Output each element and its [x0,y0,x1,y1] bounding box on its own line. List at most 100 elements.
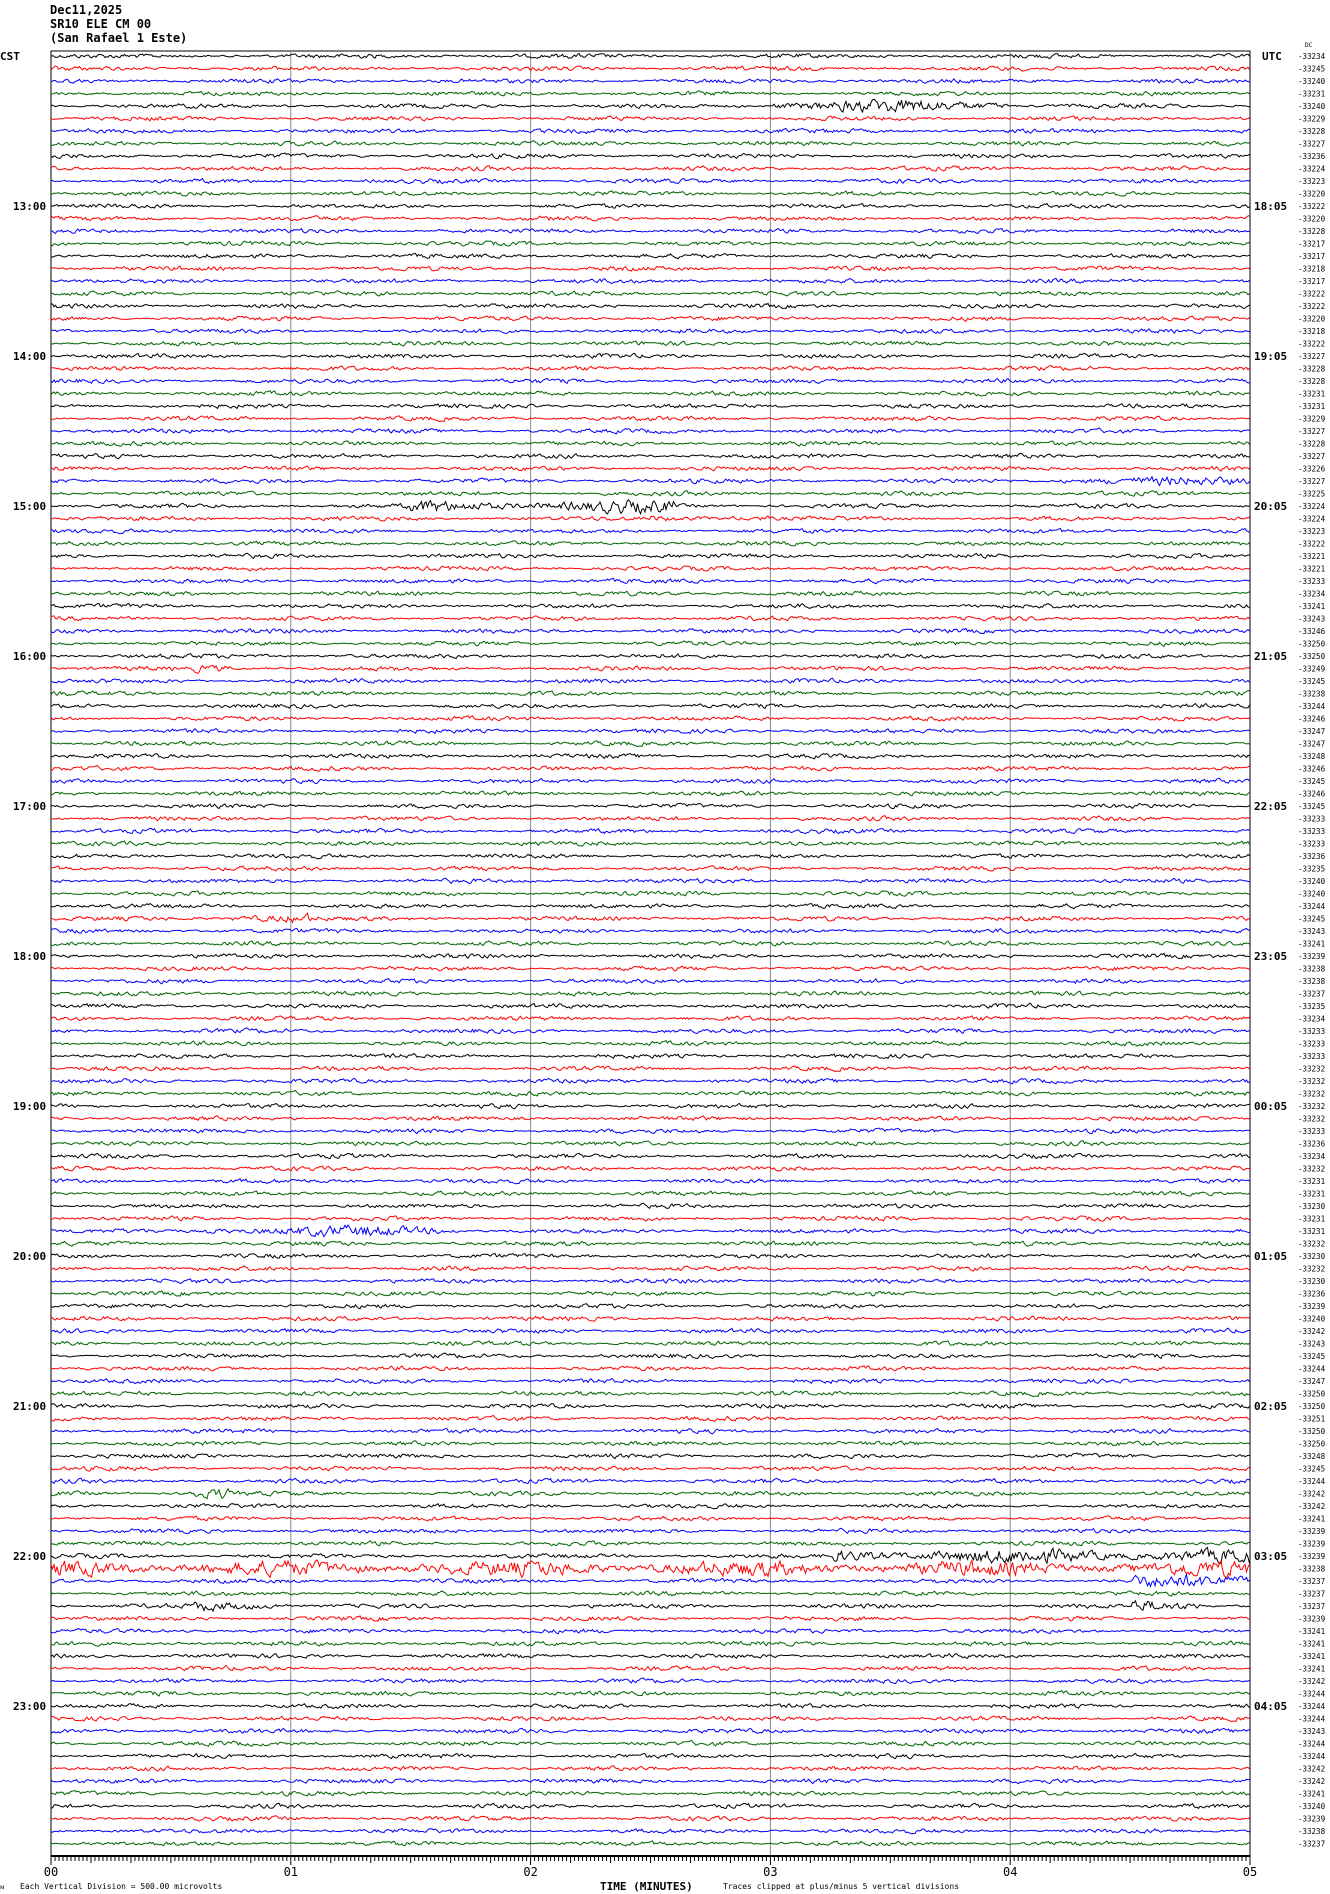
trace [50,990,1250,997]
dc-offset-label: -33245 [1298,1465,1325,1474]
trace [50,902,1250,910]
dc-offset-label: -33239 [1298,952,1325,961]
trace [51,1052,1250,1060]
trace [50,1340,1250,1347]
dc-offset-label: -33241 [1298,1790,1325,1799]
x-axis-label: TIME (MINUTES) [600,1880,693,1893]
dc-offset-label: -33230 [1298,1277,1326,1286]
dc-offset-label: -33240 [1298,1315,1326,1324]
trace [50,1739,1250,1747]
trace [50,653,1250,660]
dc-offset-label: -33250 [1298,652,1326,661]
dc-offset-label: -33245 [1298,677,1325,686]
trace [51,1127,1250,1135]
dc-offset-label: -33227 [1298,477,1325,486]
dc-offset-label: -33246 [1298,715,1326,724]
dc-offset-label: -33236 [1298,152,1326,161]
dc-offset-label: -33245 [1298,802,1325,811]
dc-offset-label: -33250 [1298,1390,1326,1399]
dc-offset-label: -33230 [1298,1252,1326,1261]
trace [50,265,1250,272]
dc-offset-label: -33222 [1298,302,1325,311]
trace [50,1652,1250,1659]
dc-offset-label: -33231 [1298,1215,1325,1224]
trace [50,1278,1250,1284]
dc-offset-label: -33242 [1298,1777,1325,1786]
corner-mark: ᴍ [0,1883,5,1891]
dc-offset-label: -33217 [1298,252,1325,261]
trace [50,1690,1250,1697]
trace [50,403,1250,410]
trace [50,664,1250,675]
trace [50,952,1250,960]
utc-hour-label: 23:05 [1254,950,1287,963]
dc-offset-label: -33241 [1298,1665,1325,1674]
trace [50,1790,1250,1797]
dc-offset-label: -33230 [1298,1202,1326,1211]
trace [50,475,1250,487]
trace [50,1178,1250,1185]
dc-offset-label: -33244 [1298,1702,1326,1711]
trace [51,753,1250,760]
dc-offset-label: -33242 [1298,1765,1325,1774]
dc-offset-label: -33224 [1298,165,1326,174]
dc-offset-label: -33244 [1298,1752,1326,1761]
dc-offset-label: -33229 [1298,115,1325,124]
dc-offset-label: -33244 [1298,1740,1326,1749]
trace [50,853,1250,860]
trace [50,202,1250,210]
utc-hour-label: 04:05 [1254,1700,1287,1713]
trace [50,490,1250,497]
dc-offset-label: -33237 [1298,1840,1325,1849]
dc-offset-label: -33250 [1298,1402,1326,1411]
dc-offset-label: -33218 [1298,265,1326,274]
trace [50,790,1250,797]
dc-offset-label: -33241 [1298,1652,1325,1661]
plot-frame [50,50,1251,1857]
trace [50,552,1250,560]
trace [50,615,1250,622]
dc-offset-label: -33221 [1298,552,1325,561]
dc-offset-label: -33223 [1298,527,1325,536]
dc-offset-label: -33229 [1298,415,1325,424]
trace [50,740,1250,748]
trace [50,1702,1250,1710]
dc-offset-label: -33239 [1298,1540,1325,1549]
cst-hour-label: 14:00 [13,350,46,363]
dc-offset-label: -33224 [1298,515,1326,524]
trace [50,1515,1250,1522]
dc-column-tag: DC [1305,42,1313,49]
trace [50,1502,1250,1510]
utc-hour-label: 03:05 [1254,1550,1287,1563]
trace [50,1240,1250,1247]
dc-offset-label: -33250 [1298,1427,1326,1436]
dc-offset-label: -33237 [1298,990,1325,999]
trace [50,1778,1250,1785]
x-tick-label: 02 [523,1865,537,1879]
trace [50,715,1250,722]
trace [50,465,1250,472]
dc-offset-label: -33231 [1298,402,1325,411]
dc-offset-label: -33231 [1298,90,1325,99]
trace [50,1440,1250,1447]
dc-offset-label: -33233 [1298,577,1325,586]
dc-offset-label: -33233 [1298,815,1325,824]
trace [50,1559,1250,1579]
trace [50,1115,1250,1122]
dc-offset-label: -33239 [1298,1615,1325,1624]
dc-offset-label: -33227 [1298,427,1325,436]
dc-offset-label: -33244 [1298,1690,1326,1699]
dc-offset-label: -33235 [1298,1002,1325,1011]
dc-offset-label: -33226 [1298,465,1326,474]
trace [50,1015,1250,1022]
trace [50,677,1250,684]
trace [50,1752,1250,1760]
trace [50,1615,1250,1622]
trace [50,1102,1250,1110]
dc-offset-label: -33238 [1298,690,1326,699]
dc-offset-label: -33217 [1298,277,1325,286]
trace [50,65,1250,72]
cst-hour-label: 21:00 [13,1400,46,1413]
dc-offset-label: -33246 [1298,627,1326,636]
dc-offset-label: -33243 [1298,615,1325,624]
